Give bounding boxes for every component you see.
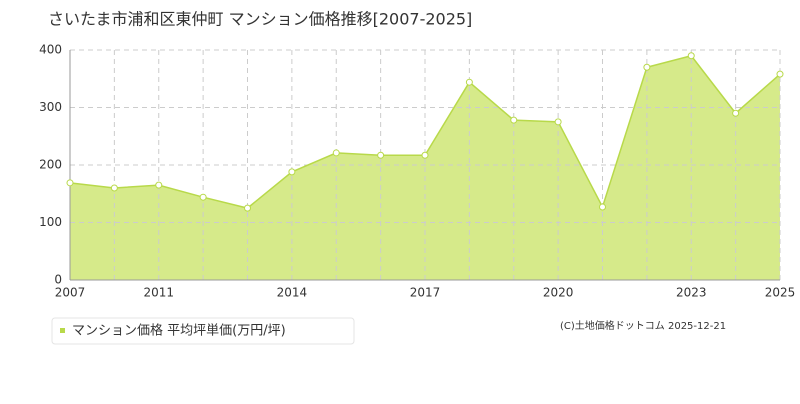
point bbox=[66, 179, 74, 187]
point bbox=[465, 78, 473, 86]
point bbox=[244, 204, 251, 212]
point bbox=[687, 52, 695, 60]
point bbox=[288, 168, 296, 176]
point bbox=[510, 116, 518, 124]
y-tick-label: 0 bbox=[54, 273, 62, 287]
x-tick-label: 2011 bbox=[143, 286, 174, 300]
point bbox=[332, 149, 340, 157]
x-tick-label: 2020 bbox=[543, 286, 574, 300]
x-tick-label: 2007 bbox=[55, 286, 86, 300]
x-tick-label: 2014 bbox=[277, 286, 308, 300]
y-tick-label: 100 bbox=[39, 215, 62, 229]
point bbox=[110, 184, 118, 192]
point bbox=[377, 151, 385, 159]
chart-title: さいたま市浦和区東仲町 マンション価格推移[2007-2025] bbox=[48, 10, 472, 29]
point bbox=[199, 193, 207, 201]
point bbox=[155, 181, 163, 189]
point bbox=[554, 118, 562, 126]
x-tick-label: 2023 bbox=[676, 286, 707, 300]
y-tick-label: 400 bbox=[39, 43, 62, 57]
point bbox=[421, 151, 429, 159]
point bbox=[776, 70, 784, 78]
point bbox=[643, 63, 651, 71]
x-tick-label: 2025 bbox=[765, 286, 796, 300]
y-tick-label: 300 bbox=[39, 100, 62, 114]
point bbox=[599, 203, 606, 211]
x-tick-label: 2017 bbox=[410, 286, 441, 300]
y-tick-label: 200 bbox=[39, 158, 62, 172]
legend-label: マンション価格 平均坪単価(万円/坪) bbox=[72, 323, 286, 339]
point bbox=[732, 109, 740, 117]
credit: (C)土地価格ドットコム 2025-12-21 bbox=[560, 319, 726, 332]
legend-swatch bbox=[60, 328, 65, 333]
legend-box bbox=[51, 317, 355, 345]
